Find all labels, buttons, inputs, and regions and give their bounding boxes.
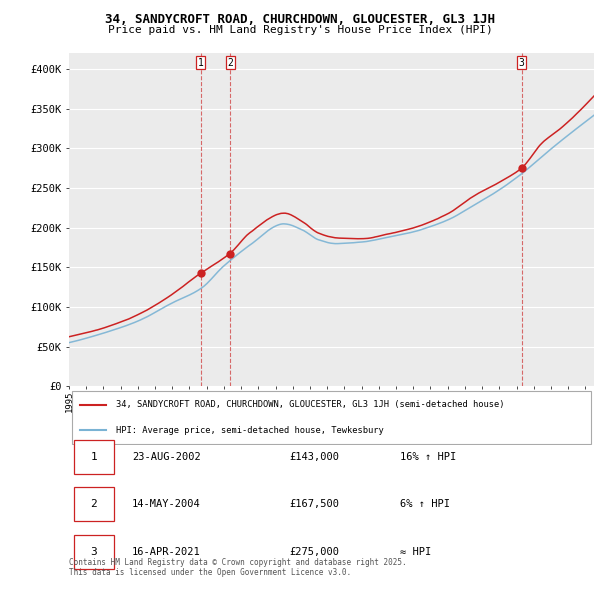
Text: 3: 3	[518, 58, 524, 68]
FancyBboxPatch shape	[74, 535, 113, 569]
FancyBboxPatch shape	[74, 440, 113, 474]
Text: Contains HM Land Registry data © Crown copyright and database right 2025.
This d: Contains HM Land Registry data © Crown c…	[69, 558, 407, 577]
Text: £167,500: £167,500	[290, 500, 340, 509]
Text: £143,000: £143,000	[290, 453, 340, 462]
Text: 1: 1	[198, 58, 203, 68]
Text: 23-AUG-2002: 23-AUG-2002	[132, 453, 201, 462]
Text: 14-MAY-2004: 14-MAY-2004	[132, 500, 201, 509]
Text: 34, SANDYCROFT ROAD, CHURCHDOWN, GLOUCESTER, GL3 1JH: 34, SANDYCROFT ROAD, CHURCHDOWN, GLOUCES…	[105, 13, 495, 26]
Text: 2: 2	[91, 500, 97, 509]
Text: ≈ HPI: ≈ HPI	[400, 547, 431, 556]
Text: 6% ↑ HPI: 6% ↑ HPI	[400, 500, 450, 509]
FancyBboxPatch shape	[71, 391, 592, 444]
Text: 3: 3	[91, 547, 97, 556]
Text: HPI: Average price, semi-detached house, Tewkesbury: HPI: Average price, semi-detached house,…	[116, 426, 384, 435]
Text: 16% ↑ HPI: 16% ↑ HPI	[400, 453, 456, 462]
Text: £275,000: £275,000	[290, 547, 340, 556]
Text: 34, SANDYCROFT ROAD, CHURCHDOWN, GLOUCESTER, GL3 1JH (semi-detached house): 34, SANDYCROFT ROAD, CHURCHDOWN, GLOUCES…	[116, 400, 505, 409]
Text: Price paid vs. HM Land Registry's House Price Index (HPI): Price paid vs. HM Land Registry's House …	[107, 25, 493, 35]
Text: 2: 2	[227, 58, 233, 68]
Text: 1: 1	[91, 453, 97, 462]
FancyBboxPatch shape	[74, 487, 113, 522]
Text: 16-APR-2021: 16-APR-2021	[132, 547, 201, 556]
